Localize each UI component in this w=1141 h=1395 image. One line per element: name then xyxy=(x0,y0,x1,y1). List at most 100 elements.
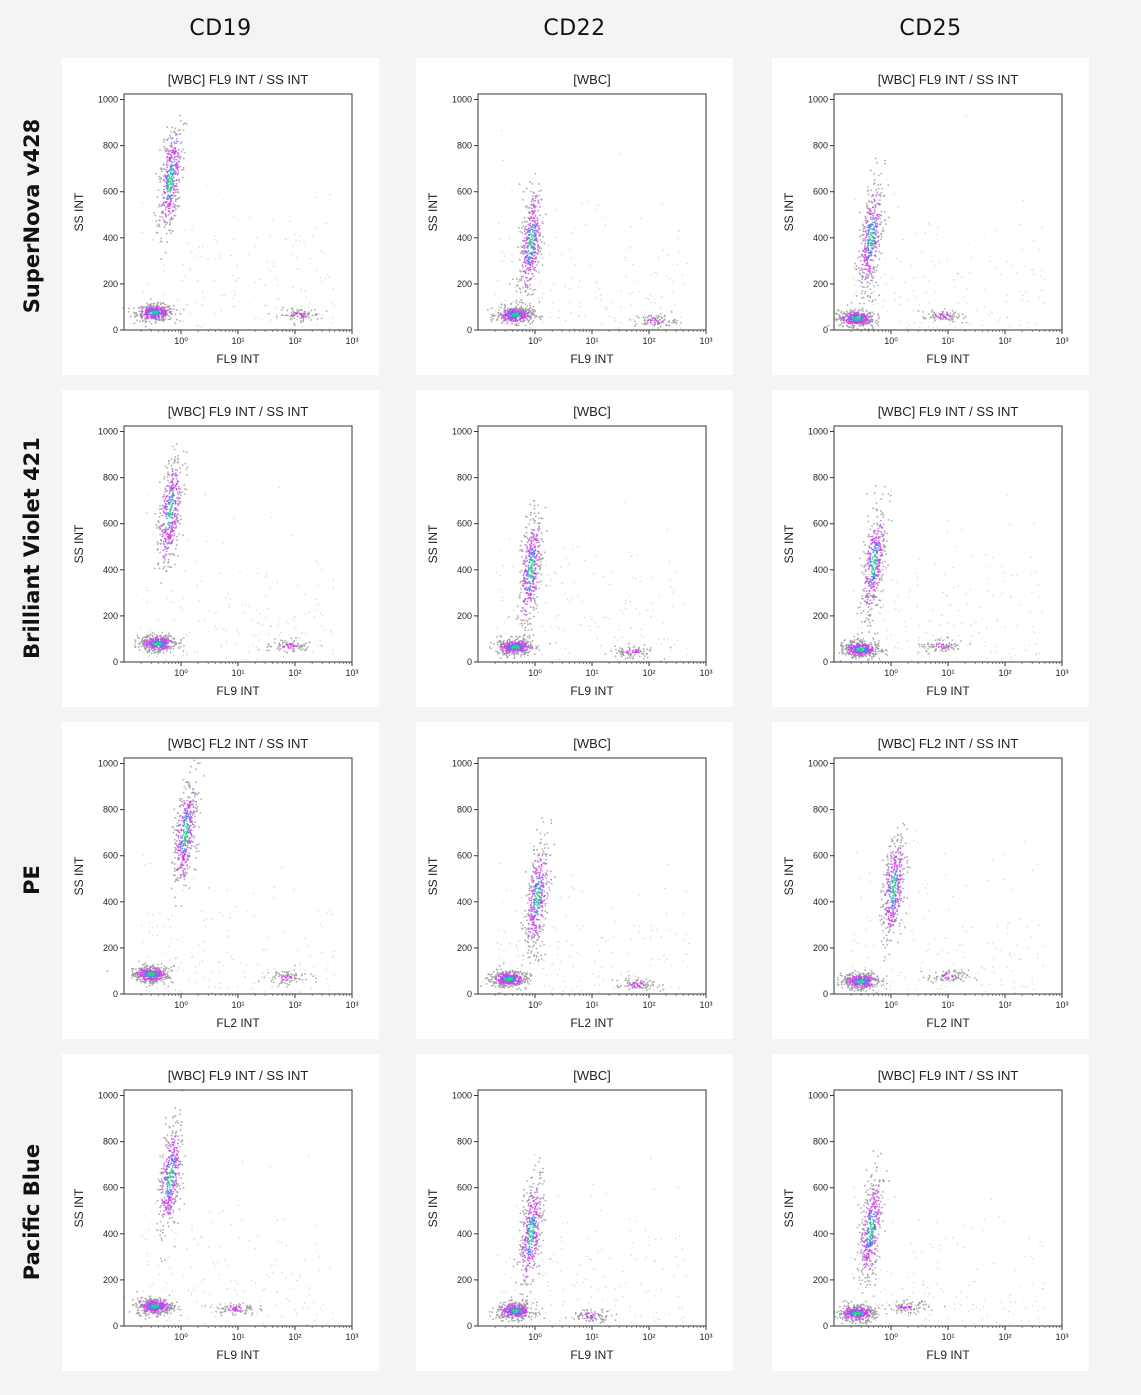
scatter-point xyxy=(632,263,634,265)
scatter-point xyxy=(538,183,541,185)
scatter-point xyxy=(532,191,535,194)
scatter-point xyxy=(537,243,539,246)
scatter-point xyxy=(858,211,861,214)
scatter-point xyxy=(841,313,844,315)
scatter-point xyxy=(186,651,189,654)
scatter-point xyxy=(177,454,179,457)
scatter-point xyxy=(294,305,296,307)
scatter-point xyxy=(141,231,143,234)
scatter-point xyxy=(290,644,293,647)
scatter-point xyxy=(676,571,678,573)
scatter-point xyxy=(163,311,165,313)
scatter-point xyxy=(145,312,148,315)
scatter-point xyxy=(868,322,871,324)
scatter-point xyxy=(541,264,544,267)
scatter-point xyxy=(173,448,176,451)
scatter-point xyxy=(840,310,843,313)
scatter-point xyxy=(273,641,276,644)
scatter-point xyxy=(864,219,867,222)
scatter-point xyxy=(169,136,172,139)
scatter-point xyxy=(161,306,163,308)
scatter-point xyxy=(867,321,870,323)
scatter-point xyxy=(880,191,883,194)
scatter-point xyxy=(157,305,160,308)
scatter-point xyxy=(143,317,146,319)
scatter-point xyxy=(169,232,172,235)
scatter-point xyxy=(174,198,177,201)
scatter-point xyxy=(520,250,523,253)
x-tick-label: 10³ xyxy=(1055,336,1068,346)
scatter-point xyxy=(283,646,285,648)
scatter-point xyxy=(864,268,867,270)
scatter-point xyxy=(1032,239,1035,241)
scatter-point xyxy=(859,285,861,287)
scatter-point xyxy=(158,242,160,244)
scatter-point xyxy=(539,232,542,235)
scatter-point xyxy=(605,616,607,618)
scatter-point xyxy=(180,518,182,521)
scatter-point xyxy=(867,240,870,243)
scatter-point xyxy=(185,451,188,454)
scatter-point xyxy=(655,320,658,322)
scatter-point xyxy=(293,317,296,320)
scatter-point xyxy=(144,636,147,639)
scatter-point xyxy=(170,504,173,507)
scatter-point xyxy=(630,304,632,306)
scatter-point xyxy=(827,324,830,327)
scatter-point xyxy=(146,640,148,643)
scatter-point xyxy=(223,294,226,296)
y-tick-label: 400 xyxy=(103,565,118,575)
scatter-point xyxy=(165,232,168,235)
scatter-point xyxy=(890,277,893,279)
scatter-point xyxy=(863,227,866,230)
scatter-point xyxy=(182,597,184,600)
scatter-point xyxy=(541,297,544,299)
scatter-point xyxy=(877,317,880,320)
scatter-point xyxy=(163,145,165,148)
scatter-point xyxy=(503,322,505,324)
scatter-point xyxy=(521,239,524,242)
scatter-point xyxy=(159,551,161,554)
scatter-point xyxy=(301,325,303,328)
scatter-point xyxy=(138,306,140,309)
scatter-point xyxy=(944,318,947,321)
scatter-point xyxy=(872,218,874,221)
scatter-point xyxy=(289,315,292,318)
scatter-point xyxy=(526,638,528,640)
scatter-point xyxy=(881,187,884,190)
scatter-point xyxy=(268,586,271,589)
scatter-point xyxy=(634,315,636,317)
scatter-point xyxy=(983,234,985,236)
scatter-point xyxy=(859,266,862,269)
scatter-point xyxy=(186,539,189,541)
scatter-point xyxy=(164,647,166,649)
scatter-point xyxy=(837,313,839,316)
scatter-point xyxy=(594,291,597,294)
scatter-point xyxy=(163,646,165,648)
scatter-point xyxy=(618,327,620,329)
scatter-point xyxy=(640,634,642,636)
scatter-point xyxy=(162,522,165,525)
scatter-point xyxy=(511,190,513,192)
scatter-point xyxy=(501,259,503,262)
scatter-point xyxy=(571,232,573,234)
scatter-point xyxy=(205,540,208,543)
scatter-point xyxy=(159,215,162,218)
scatter-point xyxy=(936,315,939,318)
scatter-point xyxy=(155,651,157,653)
scatter-point xyxy=(171,480,174,482)
scatter-point xyxy=(490,307,493,310)
scatter-point xyxy=(877,187,880,190)
scatter-point xyxy=(681,274,684,276)
scatter-point xyxy=(865,323,867,326)
scatter-point xyxy=(619,322,622,324)
scatter-point xyxy=(528,237,531,240)
scatter-point xyxy=(167,638,170,641)
scatter-point xyxy=(267,643,270,646)
scatter-point xyxy=(323,629,326,631)
scatter-point xyxy=(135,319,138,322)
scatter-point xyxy=(162,313,165,316)
scatter-point xyxy=(519,270,522,273)
scatter-point xyxy=(172,601,175,604)
scatter-point xyxy=(1043,302,1045,304)
